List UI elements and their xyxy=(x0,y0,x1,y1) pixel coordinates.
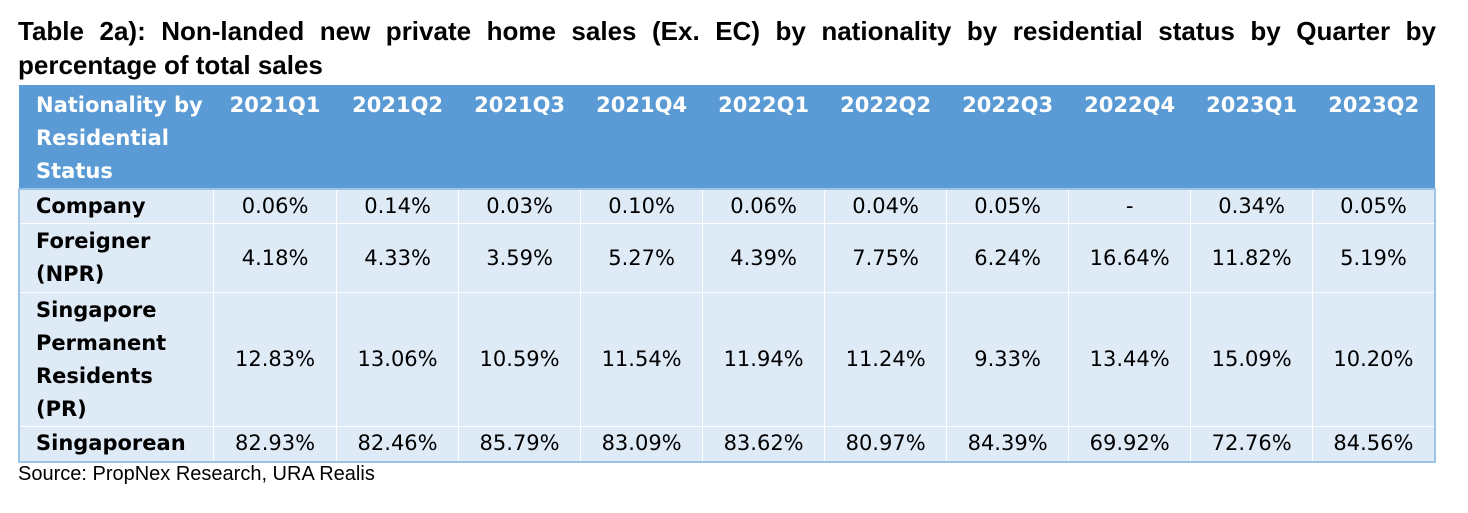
table-cell: 7.75% xyxy=(823,223,948,293)
header-quarter: 2022Q1 xyxy=(702,85,825,189)
table-cell: 5.19% xyxy=(1311,223,1436,293)
header-quarter: 2021Q3 xyxy=(458,85,581,189)
table-cell: 12.83% xyxy=(213,292,337,427)
table-cell: 4.39% xyxy=(702,223,825,293)
header-quarter: 2022Q2 xyxy=(824,85,947,189)
sales-table: Nationality by Residential Status 2021Q1… xyxy=(18,85,1436,463)
table-cell: 0.34% xyxy=(1190,188,1313,224)
header-quarter: 2021Q1 xyxy=(213,85,337,189)
table-cell: 0.14% xyxy=(335,188,460,224)
table-cell: 0.05% xyxy=(946,188,1069,224)
table-cell: 10.20% xyxy=(1311,292,1436,427)
table-row: Company 0.06% 0.14% 0.03% 0.10% 0.06% 0.… xyxy=(18,188,1436,224)
table-cell: 10.59% xyxy=(458,292,581,427)
table-cell: 0.10% xyxy=(579,188,704,224)
table-cell: 0.06% xyxy=(702,188,825,224)
table-cell: 5.27% xyxy=(579,223,704,293)
table-cell: 11.24% xyxy=(823,292,948,427)
header-label: Nationality by Residential Status xyxy=(19,85,214,189)
row-label: Singaporean xyxy=(18,426,215,463)
table-title: Table 2a): Non-landed new private home s… xyxy=(18,16,1436,80)
header-quarter: 2022Q3 xyxy=(946,85,1069,189)
row-label: Foreigner (NPR) xyxy=(18,223,215,293)
table-cell: 3.59% xyxy=(458,223,581,293)
table-cell: 13.06% xyxy=(335,292,460,427)
table-cell: 15.09% xyxy=(1190,292,1313,427)
table-cell: 83.09% xyxy=(579,426,704,463)
table-cell: 16.64% xyxy=(1067,223,1192,293)
row-label: Singapore Permanent Residents (PR) xyxy=(18,292,215,427)
table-cell: 4.33% xyxy=(335,223,460,293)
table-cell: 80.97% xyxy=(823,426,948,463)
header-quarter: 2021Q4 xyxy=(580,85,703,189)
table-cell: 11.94% xyxy=(702,292,825,427)
table-cell: 6.24% xyxy=(946,223,1069,293)
table-cell: 84.39% xyxy=(946,426,1069,463)
table-cell: 11.54% xyxy=(579,292,704,427)
header-quarter: 2021Q2 xyxy=(336,85,459,189)
table-cell: 82.93% xyxy=(213,426,337,463)
table-cell: 9.33% xyxy=(946,292,1069,427)
table-row: Singapore Permanent Residents (PR) 12.83… xyxy=(18,292,1436,427)
table-cell: 0.05% xyxy=(1311,188,1436,224)
header-quarter: 2022Q4 xyxy=(1068,85,1191,189)
header-quarter: 2023Q1 xyxy=(1190,85,1313,189)
table-row: Singaporean 82.93% 82.46% 85.79% 83.09% … xyxy=(18,426,1436,463)
table-cell: 85.79% xyxy=(458,426,581,463)
row-label: Company xyxy=(18,188,215,224)
table-cell: 69.92% xyxy=(1067,426,1192,463)
table-cell: 0.03% xyxy=(458,188,581,224)
table-cell: 72.76% xyxy=(1190,426,1313,463)
header-quarter: 2023Q2 xyxy=(1312,85,1435,189)
table-cell: 0.06% xyxy=(213,188,337,224)
table-cell: - xyxy=(1067,188,1192,224)
source-note: Source: PropNex Research, URA Realis xyxy=(18,463,375,485)
table-cell: 83.62% xyxy=(702,426,825,463)
header-row: Nationality by Residential Status 2021Q1… xyxy=(19,85,1435,189)
table-cell: 11.82% xyxy=(1190,223,1313,293)
table-row: Foreigner (NPR) 4.18% 4.33% 3.59% 5.27% … xyxy=(18,223,1436,293)
table-cell: 84.56% xyxy=(1311,426,1436,463)
table-cell: 0.04% xyxy=(823,188,948,224)
table-cell: 13.44% xyxy=(1067,292,1192,427)
table-cell: 4.18% xyxy=(213,223,337,293)
table-cell: 82.46% xyxy=(335,426,460,463)
